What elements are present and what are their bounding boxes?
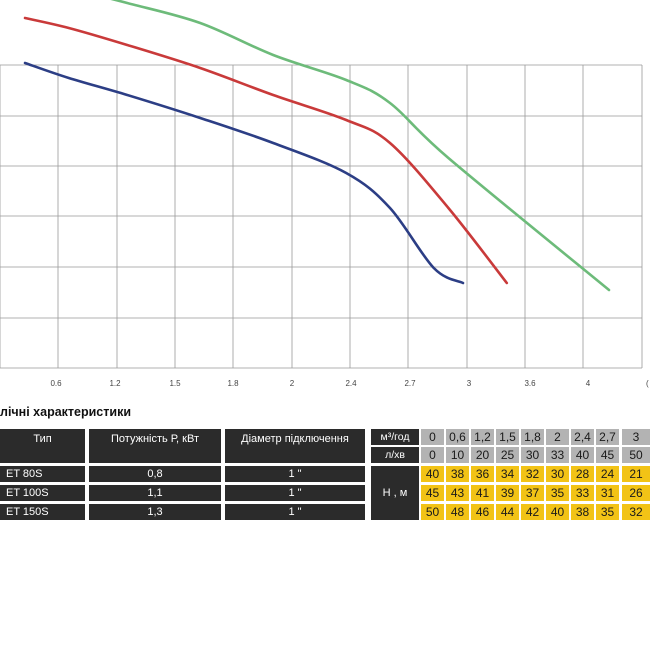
head-value: 30 — [546, 466, 569, 482]
row-power: 1,1 — [89, 485, 221, 501]
flow-l-value: 33 — [546, 447, 569, 463]
x-tick-label: 2.7 — [404, 379, 416, 388]
head-value: 33 — [571, 485, 594, 501]
head-value: 37 — [521, 485, 544, 501]
series-line — [23, 16, 509, 285]
pump-curve-chart: 0.6 1.2 1.5 1.8 2 2.4 2.7 3 3.6 4 ( — [0, 0, 649, 388]
head-value: 45 — [421, 485, 444, 501]
flow-l-value: 0 — [421, 447, 444, 463]
series-line — [23, 61, 465, 285]
head-value: 50 — [421, 504, 444, 520]
head-value: 43 — [446, 485, 469, 501]
flow-m3-value: 1,2 — [471, 429, 494, 445]
x-tick-labels: 0.6 1.2 1.5 1.8 2 2.4 2.7 3 3.6 4 — [50, 379, 590, 388]
series-line — [110, 0, 611, 292]
head-value: 41 — [471, 485, 494, 501]
head-value: 42 — [521, 504, 544, 520]
head-value: 21 — [622, 466, 650, 482]
x-tick-cut: ( — [646, 379, 649, 388]
head-value: 35 — [596, 504, 619, 520]
x-tick-label: 2 — [290, 379, 295, 388]
head-value: 36 — [471, 466, 494, 482]
row-diameter: 1 " — [225, 466, 365, 482]
head-value: 38 — [446, 466, 469, 482]
head-value: 28 — [571, 466, 594, 482]
head-value: 24 — [596, 466, 619, 482]
head-label: Н , м — [371, 466, 419, 520]
head-value: 44 — [496, 504, 519, 520]
head-value: 46 — [471, 504, 494, 520]
head-value: 48 — [446, 504, 469, 520]
head-value: 31 — [596, 485, 619, 501]
flow-m3-value: 2 — [546, 429, 569, 445]
flow-m3-label: м³/год — [371, 429, 419, 445]
x-tick-label: 3 — [467, 379, 472, 388]
head-value: 32 — [521, 466, 544, 482]
row-power: 0,8 — [89, 466, 221, 482]
flow-l-value: 25 — [496, 447, 519, 463]
head-value: 40 — [546, 504, 569, 520]
row-type: ET 150S — [0, 504, 85, 520]
head-value: 34 — [496, 466, 519, 482]
x-tick-label: 2.4 — [345, 379, 357, 388]
flow-l-value: 30 — [521, 447, 544, 463]
flow-l-value: 45 — [596, 447, 619, 463]
flow-l-label: л/хв — [371, 447, 419, 463]
flow-m3-value: 2,7 — [596, 429, 619, 445]
x-tick-label: 3.6 — [524, 379, 536, 388]
flow-m3-value: 0 — [421, 429, 444, 445]
chart-curves — [23, 0, 611, 292]
head-value: 35 — [546, 485, 569, 501]
flow-m3-value: 1,5 — [496, 429, 519, 445]
x-tick-label: 1.5 — [169, 379, 181, 388]
flow-m3-value: 3 — [622, 429, 650, 445]
flow-m3-value: 0,6 — [446, 429, 469, 445]
x-tick-label: 4 — [586, 379, 591, 388]
row-diameter: 1 " — [225, 504, 365, 520]
x-tick-label: 1.8 — [227, 379, 239, 388]
flow-m3-value: 1,8 — [521, 429, 544, 445]
x-tick-label: 0.6 — [50, 379, 62, 388]
section-title: лічні характеристики — [0, 405, 132, 419]
chart-grid — [0, 64, 643, 369]
head-value: 38 — [571, 504, 594, 520]
row-type: ET 80S — [0, 466, 85, 482]
head-value: 40 — [421, 466, 444, 482]
row-type: ET 100S — [0, 485, 85, 501]
header-power: Потужність Р, кВт — [89, 429, 221, 463]
flow-l-value: 20 — [471, 447, 494, 463]
flow-l-value: 50 — [622, 447, 650, 463]
row-diameter: 1 " — [225, 485, 365, 501]
header-type: Тип — [0, 429, 85, 463]
header-diameter: Діаметр підключення — [225, 429, 365, 463]
head-value: 26 — [622, 485, 650, 501]
flow-m3-value: 2,4 — [571, 429, 594, 445]
head-value: 32 — [622, 504, 650, 520]
row-power: 1,3 — [89, 504, 221, 520]
flow-l-value: 40 — [571, 447, 594, 463]
x-tick-label: 1.2 — [109, 379, 121, 388]
head-value: 39 — [496, 485, 519, 501]
flow-l-value: 10 — [446, 447, 469, 463]
